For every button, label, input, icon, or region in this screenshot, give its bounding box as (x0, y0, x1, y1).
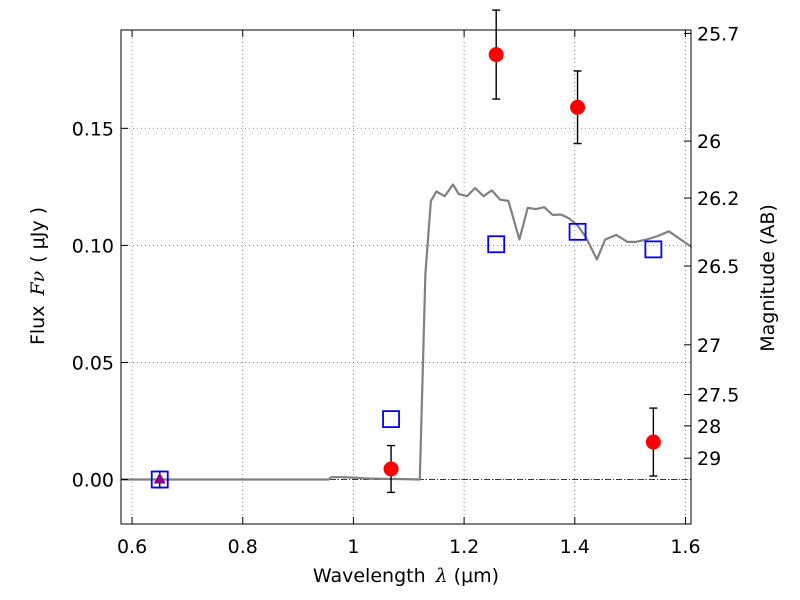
y-axis-title: FluxFν( μJy ) (27, 207, 49, 345)
y2-tick-label: 26.2 (697, 188, 739, 210)
plot-border (120, 29, 692, 525)
y-tick-label: 0.05 (72, 352, 114, 374)
y2-tick-label: 27.5 (697, 385, 739, 407)
y-tick-label: 0.15 (72, 118, 114, 140)
model-flux-square (644, 240, 663, 259)
model-flux-square (487, 235, 506, 254)
plot-area (120, 9, 692, 525)
model-flux-square (382, 410, 400, 429)
x-tick-label: 1.6 (670, 536, 700, 558)
y2-tick-label: 25.7 (697, 23, 739, 45)
y2-tick-label: 26 (697, 131, 721, 153)
plot-frame (121, 30, 691, 524)
observed-flux-point (645, 434, 661, 450)
ticks-layer (121, 30, 691, 524)
tick-labels-layer: 0.6 0.8 1 1.2 1.4 1.6 0.00 0.05 0.10 0.15 25.7 26 26… (72, 23, 740, 558)
y2-tick-label: 29 (697, 448, 721, 470)
y2-axis-title: Magnitude (AB) (757, 204, 779, 352)
model-flux-square (150, 470, 169, 489)
model-spectrum-layer (121, 183, 692, 481)
x-tick-label: 0.8 (228, 536, 258, 558)
marker-layer (150, 47, 663, 489)
observed-flux-point (570, 99, 586, 115)
observed-flux-point (488, 47, 504, 63)
model-flux-square (568, 222, 587, 241)
y2-tick-label: 28 (697, 416, 721, 438)
y-tick-label: 0.00 (72, 470, 114, 492)
y2-tick-label: 27 (697, 335, 721, 357)
x-axis-title: Wavelength λ (μm) (313, 565, 499, 587)
y-tick-label: 0.10 (72, 235, 114, 257)
x-tick-label: 0.6 (117, 536, 147, 558)
x-tick-label: 1 (347, 536, 359, 558)
model-spectrum-line (121, 183, 692, 481)
x-tick-label: 1.2 (449, 536, 479, 558)
upper-limit-triangle (153, 472, 166, 484)
x-tick-label: 1.4 (560, 536, 590, 558)
y2-tick-label: 26.5 (697, 256, 739, 278)
observed-flux-point (383, 461, 399, 477)
